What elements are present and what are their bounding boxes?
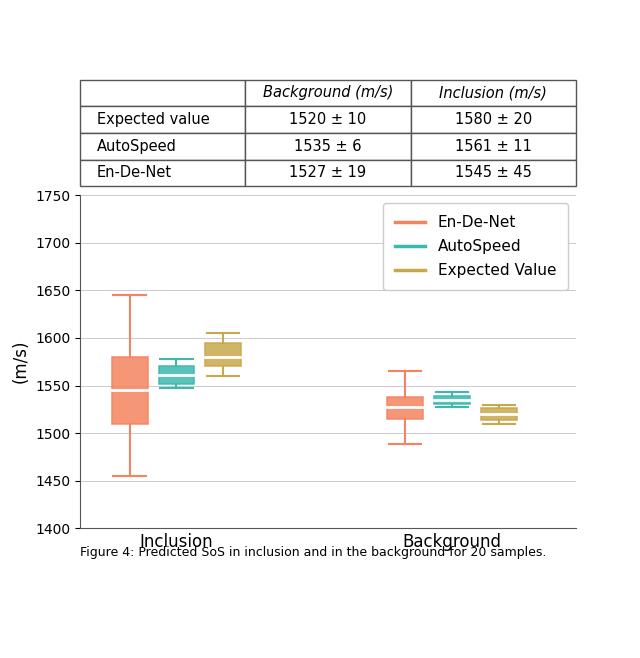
- Text: Figure 4: Predicted SoS in inclusion and in the background for 20 samples.: Figure 4: Predicted SoS in inclusion and…: [80, 546, 547, 559]
- Bar: [481, 409, 516, 420]
- Bar: [205, 343, 241, 367]
- Bar: [159, 366, 195, 384]
- Bar: [112, 357, 147, 424]
- Bar: [387, 397, 423, 419]
- Bar: [434, 396, 470, 403]
- Y-axis label: (m/s): (m/s): [12, 340, 29, 384]
- Legend: En-De-Net, AutoSpeed, Expected Value: En-De-Net, AutoSpeed, Expected Value: [383, 203, 568, 290]
